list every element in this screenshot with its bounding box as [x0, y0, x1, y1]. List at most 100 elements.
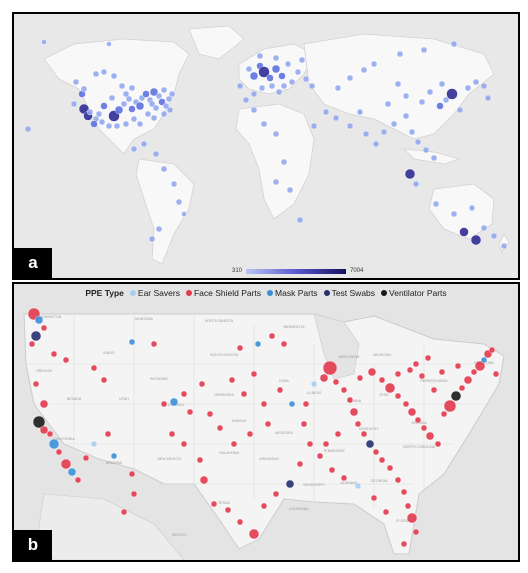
greenland-landmass — [188, 25, 245, 60]
legend-face-shield-parts[interactable]: Face Shield Parts — [185, 288, 262, 298]
ppe-location-point — [268, 332, 276, 340]
state-label: UTAH — [119, 397, 129, 401]
location-point — [152, 104, 160, 112]
location-point — [168, 90, 176, 98]
location-point — [113, 122, 121, 130]
legend-ear-savers[interactable]: Ear Savers — [129, 288, 180, 298]
location-point — [402, 112, 410, 120]
location-point — [268, 82, 276, 90]
ppe-location-point — [48, 438, 60, 450]
ppe-location-point — [250, 370, 258, 378]
ppe-location-point — [340, 474, 348, 482]
world-map-panel: 310 7004 a — [12, 12, 520, 280]
ppe-location-point — [372, 448, 380, 456]
ppe-location-point — [334, 430, 342, 438]
ppe-location-point — [356, 374, 364, 382]
state-label: MONTANA — [135, 317, 153, 321]
ppe-location-point — [394, 370, 402, 378]
location-point — [152, 150, 160, 158]
location-point — [272, 178, 280, 186]
location-point — [396, 50, 404, 58]
ppe-location-point — [386, 464, 394, 472]
legend-mask-parts[interactable]: Mask Parts — [267, 288, 318, 298]
state-label: OKLAHOMA — [219, 451, 240, 455]
location-point — [480, 82, 488, 90]
legend-label: Face Shield Parts — [193, 288, 262, 298]
location-point — [484, 94, 492, 102]
ppe-location-point — [40, 324, 48, 332]
location-point — [148, 235, 156, 243]
location-point — [120, 100, 128, 108]
location-point — [408, 128, 416, 136]
state-label: IOWA — [279, 379, 289, 383]
legend-ventilator-parts[interactable]: Ventilator Parts — [381, 288, 447, 298]
ppe-location-point — [236, 344, 244, 352]
ppe-location-point — [216, 424, 224, 432]
legend-dot — [267, 290, 274, 296]
ppe-location-point — [130, 490, 138, 498]
state-label: ALABAMA — [341, 481, 359, 485]
location-point — [308, 82, 316, 90]
location-point — [142, 90, 150, 98]
location-point — [144, 110, 152, 118]
ppe-location-point — [400, 488, 408, 496]
state-label: LOUISIANA — [289, 507, 309, 511]
ppe-location-point — [198, 380, 206, 388]
us-map: WASHINGTON MONTANA NORTH DAKOTA MINNESOTA OR… — [14, 284, 518, 560]
ppe-legend: PPE Type Ear Savers Face Shield Parts Ma… — [14, 288, 518, 298]
ppe-location-point — [228, 376, 236, 384]
state-label: NORTH CAROLINA — [403, 445, 436, 449]
legend-test-swabs[interactable]: Test Swabs — [323, 288, 375, 298]
location-point — [464, 84, 472, 92]
location-point — [80, 85, 88, 93]
ppe-location-point — [39, 425, 49, 435]
state-label: ARKANSAS — [259, 457, 279, 461]
ppe-location-point — [240, 390, 248, 398]
legend-dot — [185, 290, 192, 296]
location-point — [404, 168, 416, 180]
ppe-location-point — [280, 340, 288, 348]
ppe-location-point — [180, 440, 188, 448]
state-label: WYOMING — [150, 377, 168, 381]
location-point — [136, 120, 144, 128]
ppe-location-point — [104, 430, 112, 438]
location-point — [155, 92, 163, 100]
ppe-location-point — [365, 439, 375, 449]
panel-a-tag: a — [14, 248, 52, 278]
ppe-location-point — [199, 475, 209, 485]
location-point — [418, 98, 426, 106]
location-point — [284, 60, 292, 68]
ppe-location-point — [39, 399, 49, 409]
ppe-location-point — [46, 430, 54, 438]
location-point — [384, 100, 392, 108]
ppe-location-point — [354, 482, 362, 490]
state-label: WISCONSIN — [339, 355, 360, 359]
location-point — [149, 87, 159, 97]
legend-label: Mask Parts — [275, 288, 318, 298]
state-label: ARIZONA — [106, 461, 123, 465]
location-point — [402, 92, 410, 100]
ppe-location-point — [260, 502, 268, 510]
location-point — [181, 211, 187, 217]
state-label: NEVADA — [67, 397, 82, 401]
scale-min-label: 310 — [232, 268, 243, 274]
ppe-location-point — [400, 540, 408, 548]
great-lakes — [313, 313, 360, 380]
ppe-location-point — [407, 407, 417, 417]
ppe-location-point — [160, 400, 168, 408]
state-label: MISSISSIPPI — [303, 483, 324, 487]
location-point — [346, 122, 354, 130]
ppe-location-point — [434, 440, 442, 448]
ppe-location-point — [430, 386, 438, 394]
location-point — [122, 90, 130, 98]
state-label: MISSOURI — [275, 431, 293, 435]
ppe-location-point — [128, 470, 136, 478]
location-point — [128, 84, 136, 92]
location-point — [286, 186, 294, 194]
location-point — [420, 46, 428, 54]
location-point — [472, 78, 480, 86]
location-point — [280, 82, 288, 90]
ppe-location-point — [492, 370, 500, 378]
location-point — [480, 224, 488, 232]
location-point — [166, 106, 174, 114]
